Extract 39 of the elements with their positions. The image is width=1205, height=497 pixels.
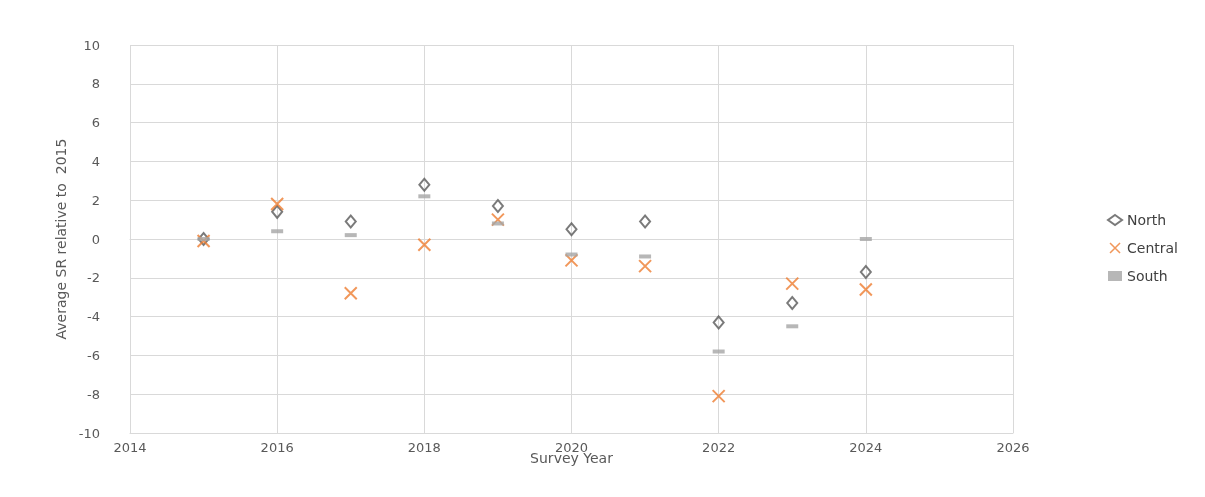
point [417,237,432,252]
point [344,214,357,229]
point [271,204,284,219]
point [564,253,579,268]
y-tick-label: -2 [87,270,100,286]
point [418,177,431,192]
x-tick-label: 2014 [113,440,147,455]
legend-label: Central [1127,240,1179,256]
legend-label: North [1127,212,1167,228]
point [786,296,799,311]
point [638,259,653,274]
y-axis-title: Average SR relative to 2015 [52,138,69,340]
y-tick-label: 4 [91,153,100,169]
x-tick-label: 2022 [702,440,736,455]
point [858,282,873,297]
y-tick-label: -10 [78,425,100,441]
y-tick-label: -4 [87,309,100,325]
legend-label: South [1127,268,1168,284]
point [785,276,800,291]
point [712,315,725,330]
y-tick-label: -8 [87,386,100,402]
x-tick-label: 2024 [849,440,883,455]
y-tick-label: 6 [91,115,100,131]
point [270,197,285,212]
point [711,389,726,404]
x-tick-label: 2026 [996,440,1030,455]
y-tick-label: 10 [83,37,100,53]
point [490,212,505,227]
y-tick-label: 0 [91,231,100,247]
point [491,199,504,214]
y-tick-label: 2 [91,192,100,208]
x-tick-label: 2016 [260,440,294,455]
y-tick-label: -6 [87,347,100,363]
point [343,286,358,301]
y-tick-label: 8 [91,76,100,92]
point [859,264,872,279]
point [639,214,652,229]
x-tick-label: 2018 [407,440,441,455]
point [565,222,578,237]
